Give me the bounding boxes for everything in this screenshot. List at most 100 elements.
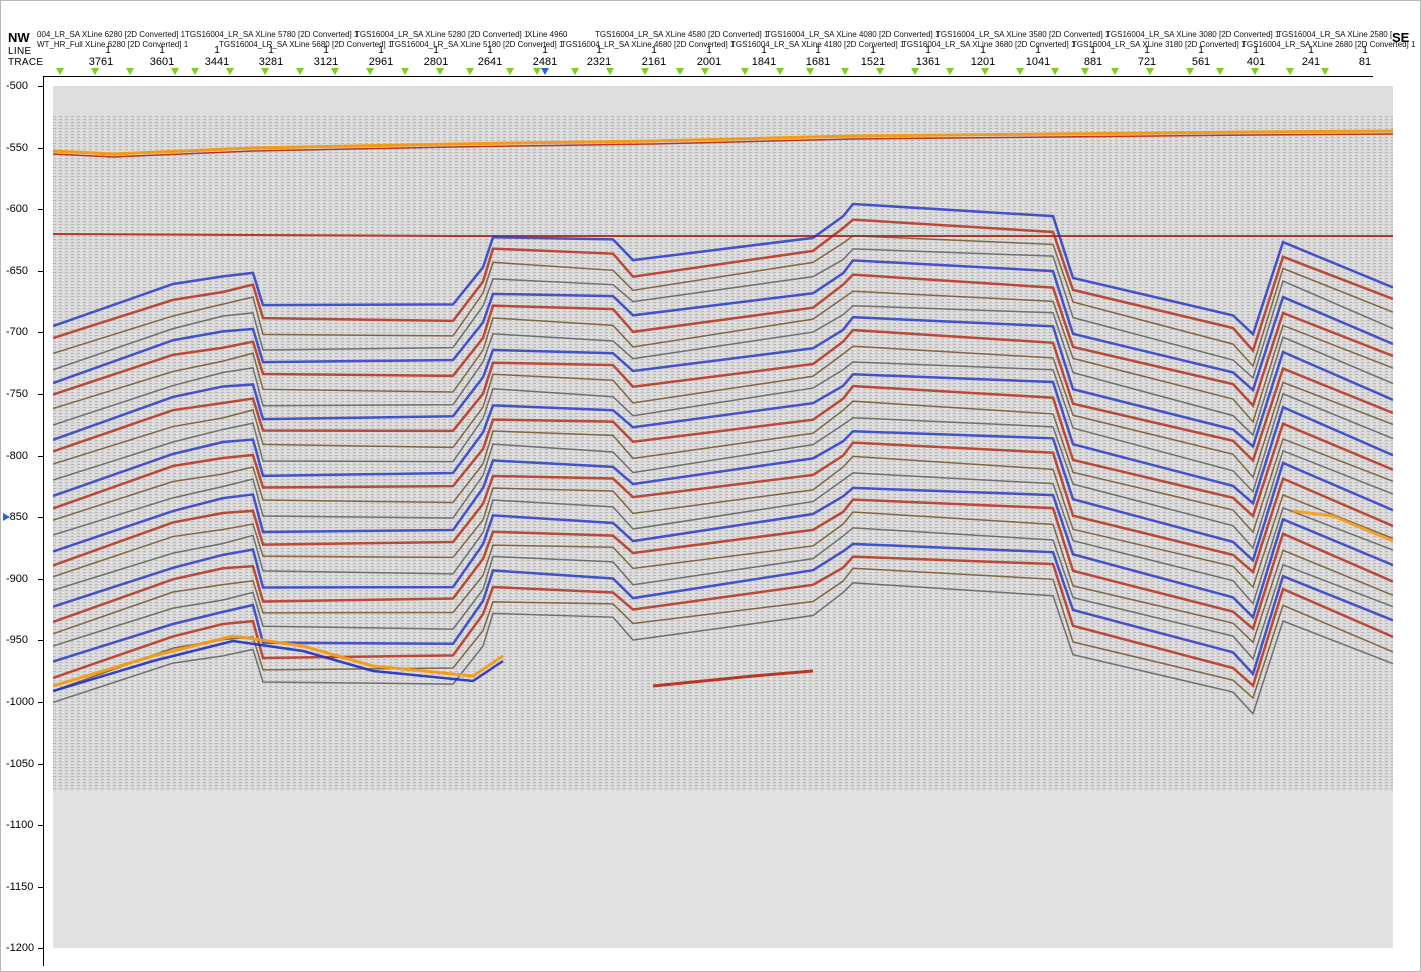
line-number: 1 (1198, 45, 1204, 56)
y-axis-tick (38, 825, 43, 827)
line-number: 1 (1144, 45, 1150, 56)
seismic-section[interactable] (53, 86, 1393, 948)
y-axis-tick (38, 86, 43, 87)
line-number: 1 (1308, 45, 1314, 56)
y-axis-tick (38, 147, 43, 149)
line-name-row2-6: TGS16004_LR_SA XLine 3180 [2D Converted]… (1072, 40, 1246, 49)
trace-number: 401 (1246, 56, 1266, 68)
nw-direction-label: NW (8, 30, 30, 45)
seismic-reflector (53, 582, 1393, 716)
trace-number: 1361 (915, 56, 941, 68)
line-number: 1 (268, 45, 274, 56)
green-triangle-icon[interactable] (876, 68, 884, 75)
green-triangle-icon[interactable] (1146, 68, 1154, 75)
green-triangle-icon[interactable] (571, 68, 579, 75)
green-triangle-icon[interactable] (226, 68, 234, 75)
y-axis-tick-label: -950 (6, 634, 29, 647)
y-axis-tick (38, 332, 43, 334)
green-triangle-icon[interactable] (533, 68, 541, 75)
seismic-reflector (53, 233, 1393, 237)
y-axis-tick-label: -1050 (6, 757, 35, 770)
green-triangle-icon[interactable] (1111, 68, 1119, 75)
green-triangle-icon[interactable] (1186, 68, 1194, 75)
green-triangle-icon[interactable] (1016, 68, 1024, 75)
y-axis-tick (38, 948, 43, 950)
trace-number: 241 (1301, 56, 1321, 68)
line-number: 1 (1090, 45, 1096, 56)
line-name-row2-1: TGS16004_LR_SA XLine 5680 [2D Converted]… (219, 40, 393, 49)
green-triangle-icon[interactable] (296, 68, 304, 75)
green-triangle-icon[interactable] (981, 68, 989, 75)
trace-number: 721 (1137, 56, 1157, 68)
green-triangle-icon[interactable] (1286, 68, 1294, 75)
green-triangle-icon[interactable] (171, 68, 179, 75)
green-triangle-icon[interactable] (91, 68, 99, 75)
seismic-reflector (1292, 509, 1393, 543)
green-triangle-icon[interactable] (806, 68, 814, 75)
green-triangle-icon[interactable] (1051, 68, 1059, 75)
trace-number: 2321 (586, 56, 612, 68)
line-name-row1-3: XLine 4960 (527, 30, 568, 39)
line-name-row2-5: TGS16004_LR_SA XLine 3680 [2D Converted]… (902, 40, 1076, 49)
green-triangle-icon[interactable] (1321, 68, 1329, 75)
green-triangle-icon[interactable] (191, 68, 199, 75)
line-number: 1 (761, 45, 767, 56)
line-number: 1 (323, 45, 329, 56)
seismic-reflector (53, 133, 1393, 158)
green-triangle-icon[interactable] (741, 68, 749, 75)
green-triangle-icon[interactable] (1081, 68, 1089, 75)
line-name-row2-7: TGS16004_LR_SA XLine 2680 [2D Converted]… (1242, 40, 1416, 49)
seismic-reflector (53, 345, 1393, 479)
blue-triangle-icon[interactable] (541, 68, 549, 75)
seismic-reflector (53, 486, 1393, 620)
green-triangle-icon[interactable] (56, 68, 64, 75)
line-number: 1 (1362, 45, 1368, 56)
green-triangle-icon[interactable] (331, 68, 339, 75)
green-triangle-icon[interactable] (401, 68, 409, 75)
trace-number: 3121 (313, 56, 339, 68)
trace-axis-label: TRACE (8, 57, 44, 68)
seismic-reflector (53, 328, 1393, 463)
green-triangle-icon[interactable] (676, 68, 684, 75)
trace-number: 3441 (204, 56, 230, 68)
x-axis-line (43, 76, 1373, 77)
seismic-reflector (53, 361, 1393, 494)
y-axis-tick (38, 455, 43, 457)
seismic-reflector (53, 384, 1393, 519)
green-triangle-icon[interactable] (366, 68, 374, 75)
green-triangle-icon[interactable] (126, 68, 134, 75)
green-triangle-icon[interactable] (776, 68, 784, 75)
green-triangle-icon[interactable] (606, 68, 614, 75)
line-name-row1-0: 004_LR_SA XLine 6280 [2D Converted] 1 (37, 30, 186, 39)
green-triangle-icon[interactable] (911, 68, 919, 75)
seismic-reflector (53, 430, 1393, 563)
blue-arrow-icon[interactable] (3, 513, 10, 521)
green-triangle-icon[interactable] (1216, 68, 1224, 75)
green-triangle-icon[interactable] (436, 68, 444, 75)
green-triangle-icon[interactable] (841, 68, 849, 75)
y-axis-tick-label: -500 (6, 80, 29, 92)
seismic-reflector (53, 511, 1393, 644)
y-axis-tick-label: -700 (6, 326, 29, 339)
green-triangle-icon[interactable] (506, 68, 514, 75)
green-triangle-icon[interactable] (1251, 68, 1259, 75)
green-triangle-icon[interactable] (946, 68, 954, 75)
y-axis-tick-label: -650 (6, 264, 29, 277)
y-axis-tick (38, 886, 43, 888)
trace-number: 1521 (860, 56, 886, 68)
y-axis-tick (38, 270, 43, 272)
green-triangle-icon[interactable] (261, 68, 269, 75)
seismic-reflector (53, 639, 504, 693)
line-number: 1 (542, 45, 548, 56)
line-number: 1 (925, 45, 931, 56)
line-number: 1 (487, 45, 493, 56)
seismic-reflector (53, 235, 1393, 368)
green-triangle-icon[interactable] (641, 68, 649, 75)
green-triangle-icon[interactable] (701, 68, 709, 75)
line-number: 1 (870, 45, 876, 56)
seismic-reflector (53, 567, 1393, 700)
line-number: 1 (214, 45, 220, 56)
trace-number: 2641 (477, 56, 503, 68)
line-name-row2-0: WT_HR_Full XLine 6280 [2D Converted] 1 (37, 40, 189, 49)
green-triangle-icon[interactable] (466, 68, 474, 75)
